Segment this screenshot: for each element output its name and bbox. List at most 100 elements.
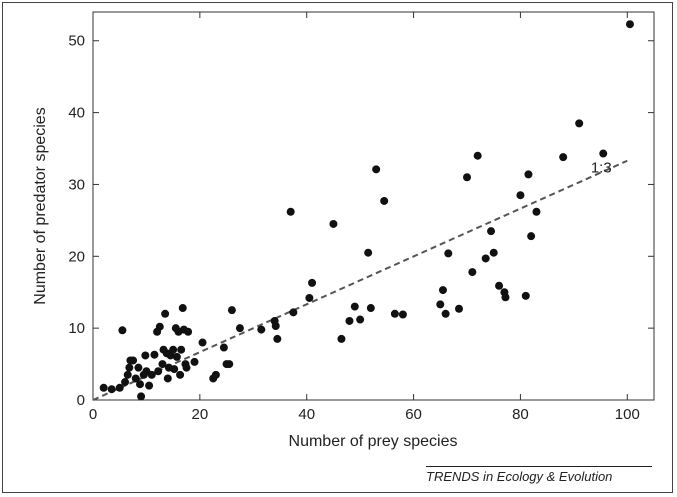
journal-credit: TRENDS in Ecology & Evolution bbox=[426, 469, 613, 484]
data-point bbox=[182, 363, 191, 372]
data-point bbox=[441, 309, 450, 318]
data-point bbox=[211, 370, 220, 379]
y-axis-title: Number of predator species bbox=[32, 107, 49, 304]
data-point bbox=[115, 383, 124, 392]
data-point bbox=[454, 304, 463, 313]
y-tick-label: 20 bbox=[68, 248, 85, 265]
data-point bbox=[337, 334, 346, 343]
data-point bbox=[489, 248, 498, 257]
data-point bbox=[219, 343, 228, 352]
y-tick-label: 0 bbox=[77, 392, 85, 409]
x-axis-title: Number of prey species bbox=[289, 433, 458, 450]
data-point bbox=[329, 219, 338, 228]
data-point bbox=[481, 254, 490, 263]
data-point bbox=[107, 385, 116, 394]
data-point bbox=[158, 360, 167, 369]
data-point bbox=[286, 207, 295, 216]
trend-line-group: 1:3 bbox=[92, 159, 628, 401]
data-point bbox=[225, 360, 234, 369]
figure-frame bbox=[2, 2, 673, 493]
data-point bbox=[145, 381, 154, 390]
data-point bbox=[521, 291, 530, 300]
data-point bbox=[527, 232, 536, 241]
data-point bbox=[575, 119, 584, 128]
data-point bbox=[177, 345, 186, 354]
data-point bbox=[380, 196, 389, 205]
data-point bbox=[289, 308, 298, 317]
data-point bbox=[366, 304, 375, 313]
data-point bbox=[227, 306, 236, 315]
data-point bbox=[134, 363, 143, 372]
data-point bbox=[178, 304, 187, 313]
data-point bbox=[559, 153, 568, 162]
data-point bbox=[155, 322, 164, 331]
y-tick-label: 50 bbox=[68, 33, 85, 50]
data-point bbox=[444, 249, 453, 258]
data-point bbox=[271, 321, 280, 330]
axis-ticks: 0 20 40 60 80 100 0 10 20 30 40 50 bbox=[68, 12, 654, 423]
data-point bbox=[599, 149, 608, 158]
y-tick-label: 40 bbox=[68, 105, 85, 122]
data-point bbox=[129, 356, 138, 365]
plot-area bbox=[92, 11, 655, 401]
data-point bbox=[235, 324, 244, 333]
data-point bbox=[308, 278, 317, 287]
credit-rule bbox=[426, 466, 652, 467]
data-point bbox=[345, 316, 354, 325]
data-point bbox=[169, 345, 178, 354]
x-tick-label: 0 bbox=[89, 406, 97, 423]
data-point bbox=[170, 365, 179, 374]
data-point bbox=[356, 315, 365, 324]
data-point bbox=[350, 302, 359, 311]
data-point bbox=[190, 357, 199, 366]
data-point bbox=[172, 352, 181, 361]
data-point bbox=[137, 392, 146, 401]
data-point bbox=[161, 309, 170, 318]
data-point bbox=[141, 351, 150, 360]
y-tick-label: 30 bbox=[68, 176, 85, 193]
x-tick-label: 60 bbox=[405, 406, 422, 423]
data-point bbox=[436, 300, 445, 309]
data-point bbox=[136, 380, 145, 389]
x-tick-label: 80 bbox=[512, 406, 529, 423]
data-point bbox=[198, 338, 207, 347]
data-point bbox=[463, 173, 471, 182]
data-point bbox=[495, 281, 504, 290]
data-point bbox=[516, 191, 525, 200]
data-point bbox=[99, 383, 108, 392]
x-tick-label: 100 bbox=[615, 406, 640, 423]
data-point bbox=[468, 268, 477, 277]
data-point bbox=[176, 370, 185, 379]
data-point bbox=[438, 286, 447, 295]
data-point bbox=[121, 378, 130, 387]
data-point bbox=[131, 374, 140, 383]
trend-line bbox=[92, 159, 628, 401]
data-point bbox=[118, 326, 127, 335]
data-point bbox=[398, 310, 407, 319]
data-point bbox=[487, 227, 496, 236]
data-point bbox=[163, 374, 172, 383]
data-point bbox=[154, 367, 163, 376]
x-tick-label: 20 bbox=[192, 406, 209, 423]
data-point bbox=[372, 165, 381, 174]
data-point bbox=[473, 151, 482, 160]
data-point bbox=[257, 325, 266, 334]
data-point bbox=[532, 207, 541, 216]
data-point bbox=[501, 293, 510, 302]
y-tick-label: 10 bbox=[68, 320, 85, 337]
data-point bbox=[625, 20, 634, 29]
x-tick-label: 40 bbox=[298, 406, 315, 423]
data-point bbox=[147, 370, 156, 379]
data-point bbox=[524, 170, 533, 179]
data-point bbox=[150, 350, 159, 359]
data-point bbox=[364, 248, 373, 257]
data-point bbox=[123, 370, 132, 379]
data-point bbox=[273, 334, 282, 343]
trend-line-label: 1:3 bbox=[591, 160, 612, 177]
data-point bbox=[125, 363, 134, 372]
data-point bbox=[184, 327, 193, 336]
data-point bbox=[390, 309, 399, 318]
data-points bbox=[99, 20, 634, 401]
data-point bbox=[305, 293, 314, 302]
